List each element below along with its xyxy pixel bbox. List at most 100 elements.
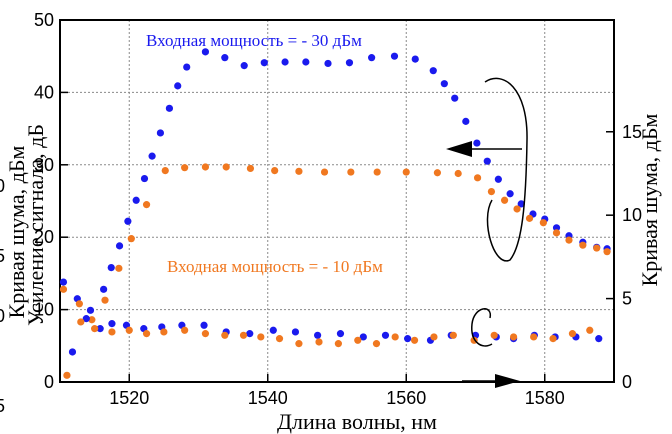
y-left-tick-label: 50: [34, 10, 54, 30]
data-point-blue-left: [261, 59, 268, 66]
data-point-blue-left: [174, 82, 181, 89]
data-point-orange-right: [143, 330, 150, 337]
data-point-orange-right: [510, 333, 517, 340]
data-point-blue-right: [108, 320, 115, 327]
annotation-input-minus30: Входная мощность = - 30 дБм: [146, 31, 362, 50]
data-point-blue-left: [368, 54, 375, 61]
data-point-orange-right: [430, 333, 437, 340]
data-point-orange-right: [108, 328, 115, 335]
data-point-orange-right: [315, 338, 322, 345]
data-point-blue-right: [270, 327, 277, 334]
data-point-orange-right: [549, 335, 556, 342]
y-axis-label-right: Кривая шума, дБм: [637, 113, 662, 286]
data-point-orange-left: [434, 169, 441, 176]
data-point-blue-left: [281, 58, 288, 65]
data-point-blue-left: [87, 307, 94, 314]
data-point-orange-right: [240, 332, 247, 339]
left-clipped-tick-label: 0: [0, 176, 5, 196]
data-point-orange-left: [247, 165, 254, 172]
data-point-blue-left: [451, 95, 458, 102]
data-point-orange-right: [257, 333, 264, 340]
data-point-orange-left: [295, 168, 302, 175]
data-point-orange-left: [60, 286, 67, 293]
data-point-orange-right: [276, 335, 283, 342]
data-point-orange-left: [565, 236, 572, 243]
x-tick-label: 1580: [525, 388, 565, 408]
data-point-blue-right: [246, 330, 253, 337]
x-tick-label: 1520: [109, 388, 149, 408]
data-point-blue-right: [382, 332, 389, 339]
data-point-orange-right: [160, 328, 167, 335]
data-point-orange-left: [128, 235, 135, 242]
y-right-tick-label: 5: [622, 289, 632, 309]
x-axis-label: Длина волны, нм: [277, 409, 437, 434]
data-point-blue-right: [314, 332, 321, 339]
data-point-orange-right: [126, 327, 133, 334]
data-point-orange-right: [77, 318, 84, 325]
data-point-orange-left: [455, 170, 462, 177]
data-point-blue-left: [473, 139, 480, 146]
x-tick-label: 1560: [386, 388, 426, 408]
data-point-blue-right: [404, 335, 411, 342]
y-left-tick-label: 40: [34, 82, 54, 102]
data-point-orange-right: [181, 327, 188, 334]
annotation-input-minus10: Входная мощность = - 10 дБм: [167, 257, 383, 276]
data-point-blue-left: [391, 53, 398, 60]
data-point-orange-left: [540, 219, 547, 226]
data-point-blue-left: [60, 278, 67, 285]
data-point-blue-left: [116, 242, 123, 249]
data-point-blue-left: [221, 54, 228, 61]
y-right-tick-label: 0: [622, 372, 632, 392]
data-point-orange-right: [569, 330, 576, 337]
data-point-orange-right: [392, 333, 399, 340]
data-point-orange-right: [586, 327, 593, 334]
data-point-orange-right: [335, 340, 342, 347]
data-point-blue-right: [69, 348, 76, 355]
data-point-orange-left: [501, 197, 508, 204]
data-point-orange-right: [295, 340, 302, 347]
data-point-blue-right: [200, 322, 207, 329]
data-point-blue-left: [108, 264, 115, 271]
data-point-orange-right: [221, 332, 228, 339]
data-point-orange-right: [491, 332, 498, 339]
data-point-blue-left: [183, 63, 190, 70]
data-point-orange-right: [411, 337, 418, 344]
data-point-blue-left: [324, 60, 331, 67]
data-point-blue-left: [133, 197, 140, 204]
data-point-orange-left: [223, 163, 230, 170]
data-point-blue-left: [346, 59, 353, 66]
data-point-blue-left: [124, 218, 131, 225]
y-left-tick-label: 0: [44, 372, 54, 392]
left-clipped-tick-label: 5: [0, 246, 5, 266]
data-point-blue-left: [149, 153, 156, 160]
data-point-orange-left: [474, 174, 481, 181]
data-point-orange-right: [63, 372, 70, 379]
data-point-orange-right: [530, 333, 537, 340]
data-point-blue-left: [157, 129, 164, 136]
data-point-orange-left: [181, 164, 188, 171]
data-point-blue-left: [462, 118, 469, 125]
data-point-orange-left: [162, 167, 169, 174]
data-point-blue-left: [241, 62, 248, 69]
data-point-blue-right: [292, 328, 299, 335]
data-point-orange-left: [101, 297, 108, 304]
data-point-orange-left: [403, 168, 410, 175]
data-point-blue-left: [412, 55, 419, 62]
y-axis-label-left-overlap: Кривая шума, дБм: [4, 145, 29, 318]
data-point-blue-right: [595, 335, 602, 342]
data-point-orange-left: [143, 201, 150, 208]
data-point-orange-left: [202, 163, 209, 170]
data-point-orange-left: [76, 300, 83, 307]
data-point-orange-left: [488, 188, 495, 195]
data-point-orange-right: [202, 330, 209, 337]
data-point-blue-left: [495, 176, 502, 183]
data-point-orange-right: [373, 340, 380, 347]
data-point-orange-left: [347, 168, 354, 175]
data-point-orange-left: [321, 168, 328, 175]
data-point-orange-left: [553, 229, 560, 236]
data-point-orange-left: [374, 168, 381, 175]
data-point-blue-left: [430, 67, 437, 74]
data-point-blue-left: [441, 80, 448, 87]
